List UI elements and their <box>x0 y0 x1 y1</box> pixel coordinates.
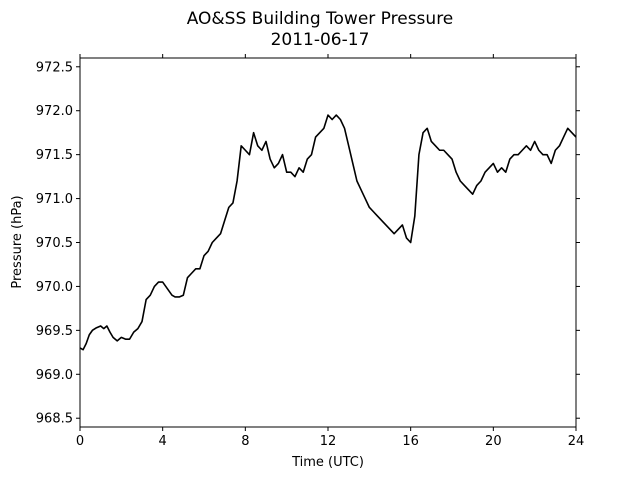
x-axis-label: Time (UTC) <box>291 455 364 470</box>
x-tick-label: 4 <box>159 434 167 449</box>
y-tick-label: 971.5 <box>36 148 73 163</box>
y-tick-label: 972.5 <box>36 60 73 75</box>
y-tick-label: 972.0 <box>36 104 73 119</box>
x-tick-label: 16 <box>402 434 419 449</box>
y-tick-label: 971.0 <box>36 192 73 207</box>
pressure-series-line <box>79 114 577 351</box>
x-axis: 0 4 8 12 16 20 24 <box>76 54 584 449</box>
x-tick-label: 20 <box>485 434 502 449</box>
y-tick-label: 968.5 <box>36 412 73 427</box>
y-tick-label: 969.5 <box>36 324 73 339</box>
y-axis: 968.5 969.0 969.5 970.0 970.5 971.0 971.5 972.0… <box>36 60 580 427</box>
y-tick-label: 970.5 <box>36 236 73 251</box>
y-axis-label: Pressure (hPa) <box>10 195 25 288</box>
y-tick-label: 969.0 <box>36 368 73 383</box>
x-tick-label: 8 <box>241 434 249 449</box>
x-tick-label: 24 <box>568 434 585 449</box>
chart-subtitle: 2011-06-17 <box>271 30 370 50</box>
chart-title: AO&SS Building Tower Pressure <box>187 9 454 29</box>
x-tick-label: 12 <box>320 434 337 449</box>
y-tick-label: 970.0 <box>36 280 73 295</box>
plot-frame <box>79 57 577 428</box>
x-tick-label: 0 <box>76 434 84 449</box>
